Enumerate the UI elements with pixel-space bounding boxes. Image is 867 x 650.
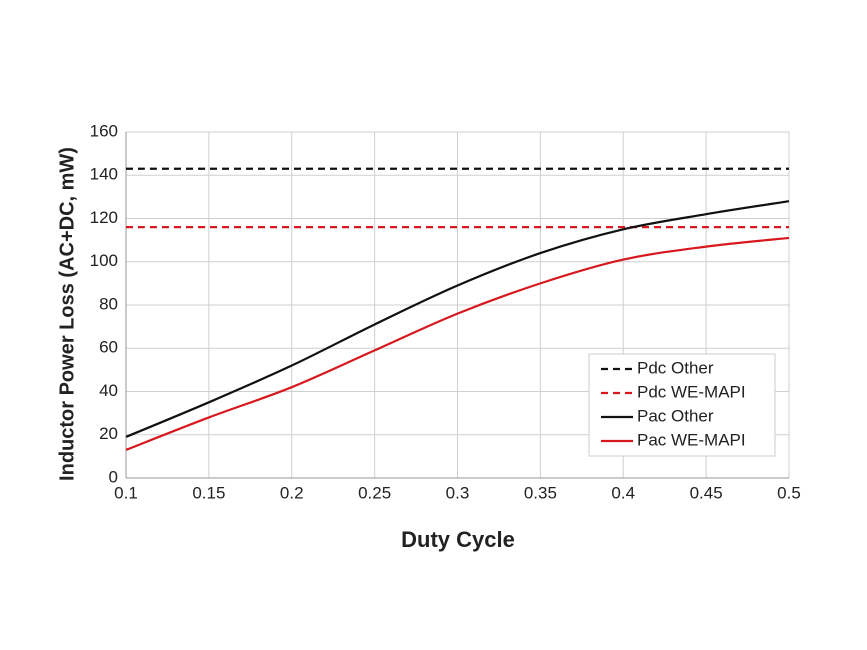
x-tick-label: 0.15 <box>192 483 225 502</box>
y-tick-label: 20 <box>99 424 118 443</box>
x-tick-label: 0.3 <box>446 483 470 502</box>
y-axis-title: Inductor Power Loss (AC+DC, mW) <box>56 147 78 481</box>
legend-label: Pdc WE-MAPI <box>637 382 746 401</box>
y-tick-label: 60 <box>99 338 118 357</box>
series-line <box>125 200 790 438</box>
x-axis-title: Duty Cycle <box>401 527 515 552</box>
y-tick-label: 80 <box>99 294 118 313</box>
legend-label: Pac WE-MAPI <box>637 430 746 449</box>
legend-label: Pdc Other <box>637 358 714 377</box>
y-tick-label: 140 <box>90 165 118 184</box>
series-line <box>125 236 790 451</box>
y-tick-label: 0 <box>109 467 118 486</box>
x-tick-label: 0.2 <box>280 483 304 502</box>
x-tick-label: 0.35 <box>524 483 557 502</box>
legend-label: Pac Other <box>637 406 714 425</box>
y-tick-label: 100 <box>90 251 118 270</box>
x-tick-label: 0.1 <box>114 483 138 502</box>
x-tick-label: 0.4 <box>611 483 635 502</box>
legend-box <box>588 353 776 457</box>
y-tick-label: 40 <box>99 381 118 400</box>
x-tick-label: 0.45 <box>690 483 723 502</box>
y-tick-label: 120 <box>90 208 118 227</box>
x-tick-label: 0.5 <box>777 483 801 502</box>
x-tick-label: 0.25 <box>358 483 391 502</box>
y-tick-label: 160 <box>90 121 118 140</box>
